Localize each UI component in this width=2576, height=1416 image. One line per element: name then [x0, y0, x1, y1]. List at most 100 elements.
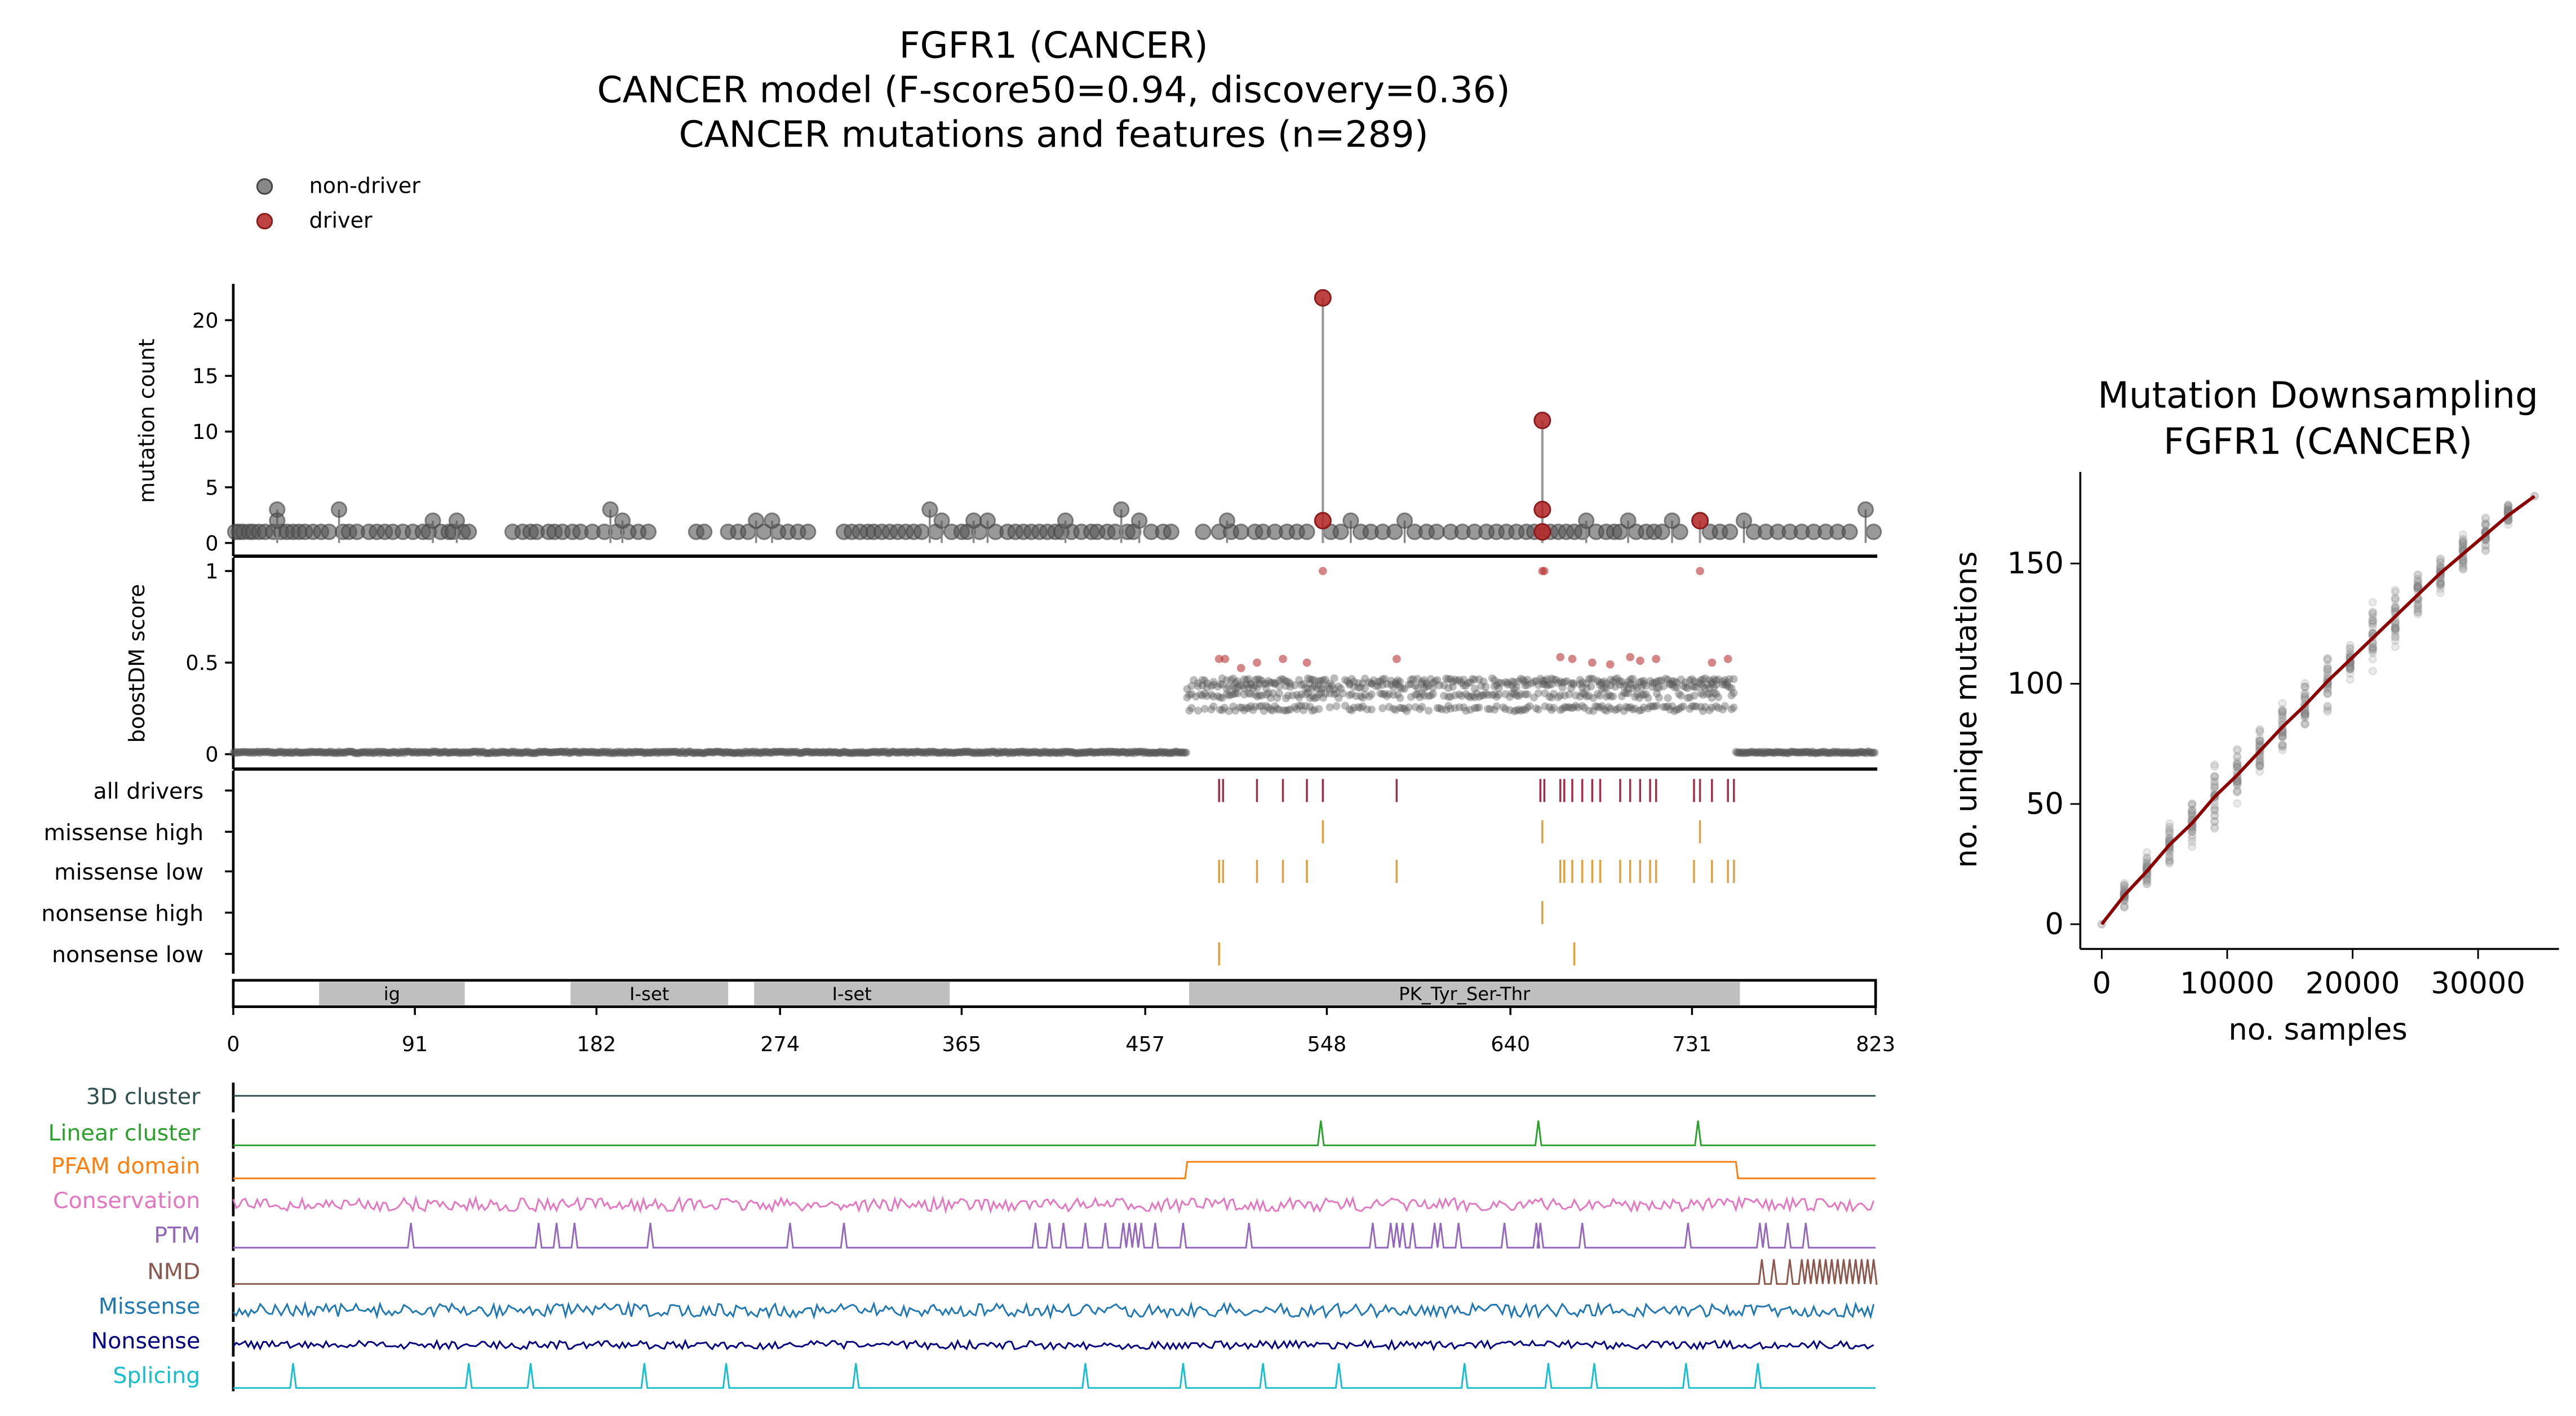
boostdm-point [1784, 749, 1793, 757]
boostdm-point [1460, 676, 1468, 684]
ds-sample-point [2120, 884, 2129, 894]
boostdm-point [996, 748, 1005, 757]
ds-sample-point [2278, 731, 2287, 740]
boostdm-point [1523, 703, 1532, 712]
boostdm-point [1529, 693, 1538, 702]
boostdm-point [1624, 677, 1633, 686]
boostdm-point [1637, 706, 1646, 714]
boostdm-point [639, 748, 647, 756]
boostdm-point [483, 749, 491, 757]
ds-sample-point [2413, 582, 2423, 591]
boostdm-point [332, 749, 340, 757]
boostdm-point [863, 748, 872, 757]
boostdm-point [1378, 681, 1387, 689]
boostdm-point [1602, 707, 1611, 715]
ds-sample-point [2278, 708, 2287, 718]
ds-sample-point [2323, 707, 2333, 716]
boostdm-point [1753, 749, 1762, 757]
boostdm-point [858, 748, 866, 756]
boostdm-point [1387, 677, 1395, 685]
boostdm-point [782, 748, 791, 756]
boostdm-point [1701, 703, 1709, 711]
boostdm-point [1762, 749, 1770, 757]
boostdm-point [1404, 703, 1413, 712]
boostdm-point [1837, 748, 1846, 757]
boostdm-point [1486, 705, 1495, 713]
boostdm-point [1845, 748, 1853, 756]
ds-sample-point [2458, 556, 2468, 565]
boostdm-point [1091, 748, 1099, 757]
boostdm-point [1025, 748, 1034, 757]
boostdm-point [472, 748, 481, 756]
boostdm-point [1826, 749, 1835, 757]
boostdm-point [1675, 705, 1683, 713]
boostdm-point [1673, 705, 1681, 714]
boostdm-point [1604, 703, 1613, 711]
x-tick-label: 0 [227, 1032, 240, 1057]
ds-sample-point [2232, 777, 2242, 786]
boostdm-point [1690, 677, 1699, 686]
boostdm-point [1116, 748, 1125, 757]
boostdm-point [1510, 678, 1518, 686]
boostdm-point [1039, 748, 1047, 756]
non-driver-point [424, 512, 441, 529]
boostdm-point [375, 749, 384, 757]
boostdm-point [1306, 680, 1314, 688]
ds-sample-point [2278, 716, 2287, 726]
boostdm-point [1168, 748, 1176, 757]
boostdm-point [1361, 684, 1369, 693]
boostdm-point [735, 748, 744, 756]
boostdm-point [747, 747, 756, 756]
boostdm-point [573, 748, 581, 756]
ds-sample-point [2255, 733, 2264, 743]
boostdm-point [1501, 678, 1510, 686]
boostdm-point [889, 747, 897, 756]
boostdm-point [352, 749, 361, 757]
boostdm-point [1772, 747, 1781, 756]
ds-sample-point [2368, 616, 2378, 625]
ds-sample-point [2391, 632, 2400, 642]
ds-sample-point [2368, 608, 2378, 618]
boostdm-point [1666, 705, 1674, 714]
boostdm-point [353, 749, 362, 757]
ds-sample-point [2323, 664, 2333, 673]
boostdm-point [1609, 693, 1617, 701]
ds-sample-point [2165, 824, 2174, 834]
legend-non-driver-label: non-driver [309, 174, 421, 198]
ds-sample-point [2458, 565, 2468, 574]
ds-sample-point [2436, 580, 2445, 589]
boostdm-point [552, 748, 561, 756]
boostdm-point [994, 749, 1003, 757]
boostdm-point [456, 748, 465, 757]
boostdm-point [1055, 748, 1063, 757]
boostdm-point [1141, 748, 1150, 757]
ds-sample-point [2481, 521, 2490, 530]
boostdm-point [1833, 748, 1842, 757]
boostdm-point [1763, 748, 1771, 757]
boostdm-point [959, 747, 968, 756]
boostdm-point [1453, 677, 1461, 685]
boostdm-point [884, 749, 893, 757]
boostdm-point [618, 748, 627, 756]
boostdm-point [1593, 677, 1602, 685]
boostdm-point [260, 748, 269, 756]
boostdm-point [538, 748, 547, 757]
ds-sample-point [2232, 762, 2242, 771]
boostdm-point [1157, 748, 1165, 756]
non-driver-point [1298, 523, 1315, 540]
boostdm-point [665, 748, 673, 756]
boostdm-point [339, 748, 348, 757]
boostdm-point [1187, 682, 1196, 690]
boostdm-point [1799, 748, 1807, 756]
non-driver-point [695, 523, 713, 540]
boostdm-point [634, 748, 642, 757]
boostdm-point [1295, 693, 1303, 702]
boostdm-point [401, 747, 410, 756]
boostdm-point [1251, 681, 1260, 690]
ds-sample-point [2323, 665, 2333, 674]
boostdm-point [702, 748, 711, 756]
ds-sample-point [2481, 520, 2490, 530]
boostdm-point [737, 749, 745, 757]
boostdm-point [790, 748, 798, 756]
ds-sample-point [2391, 624, 2400, 633]
